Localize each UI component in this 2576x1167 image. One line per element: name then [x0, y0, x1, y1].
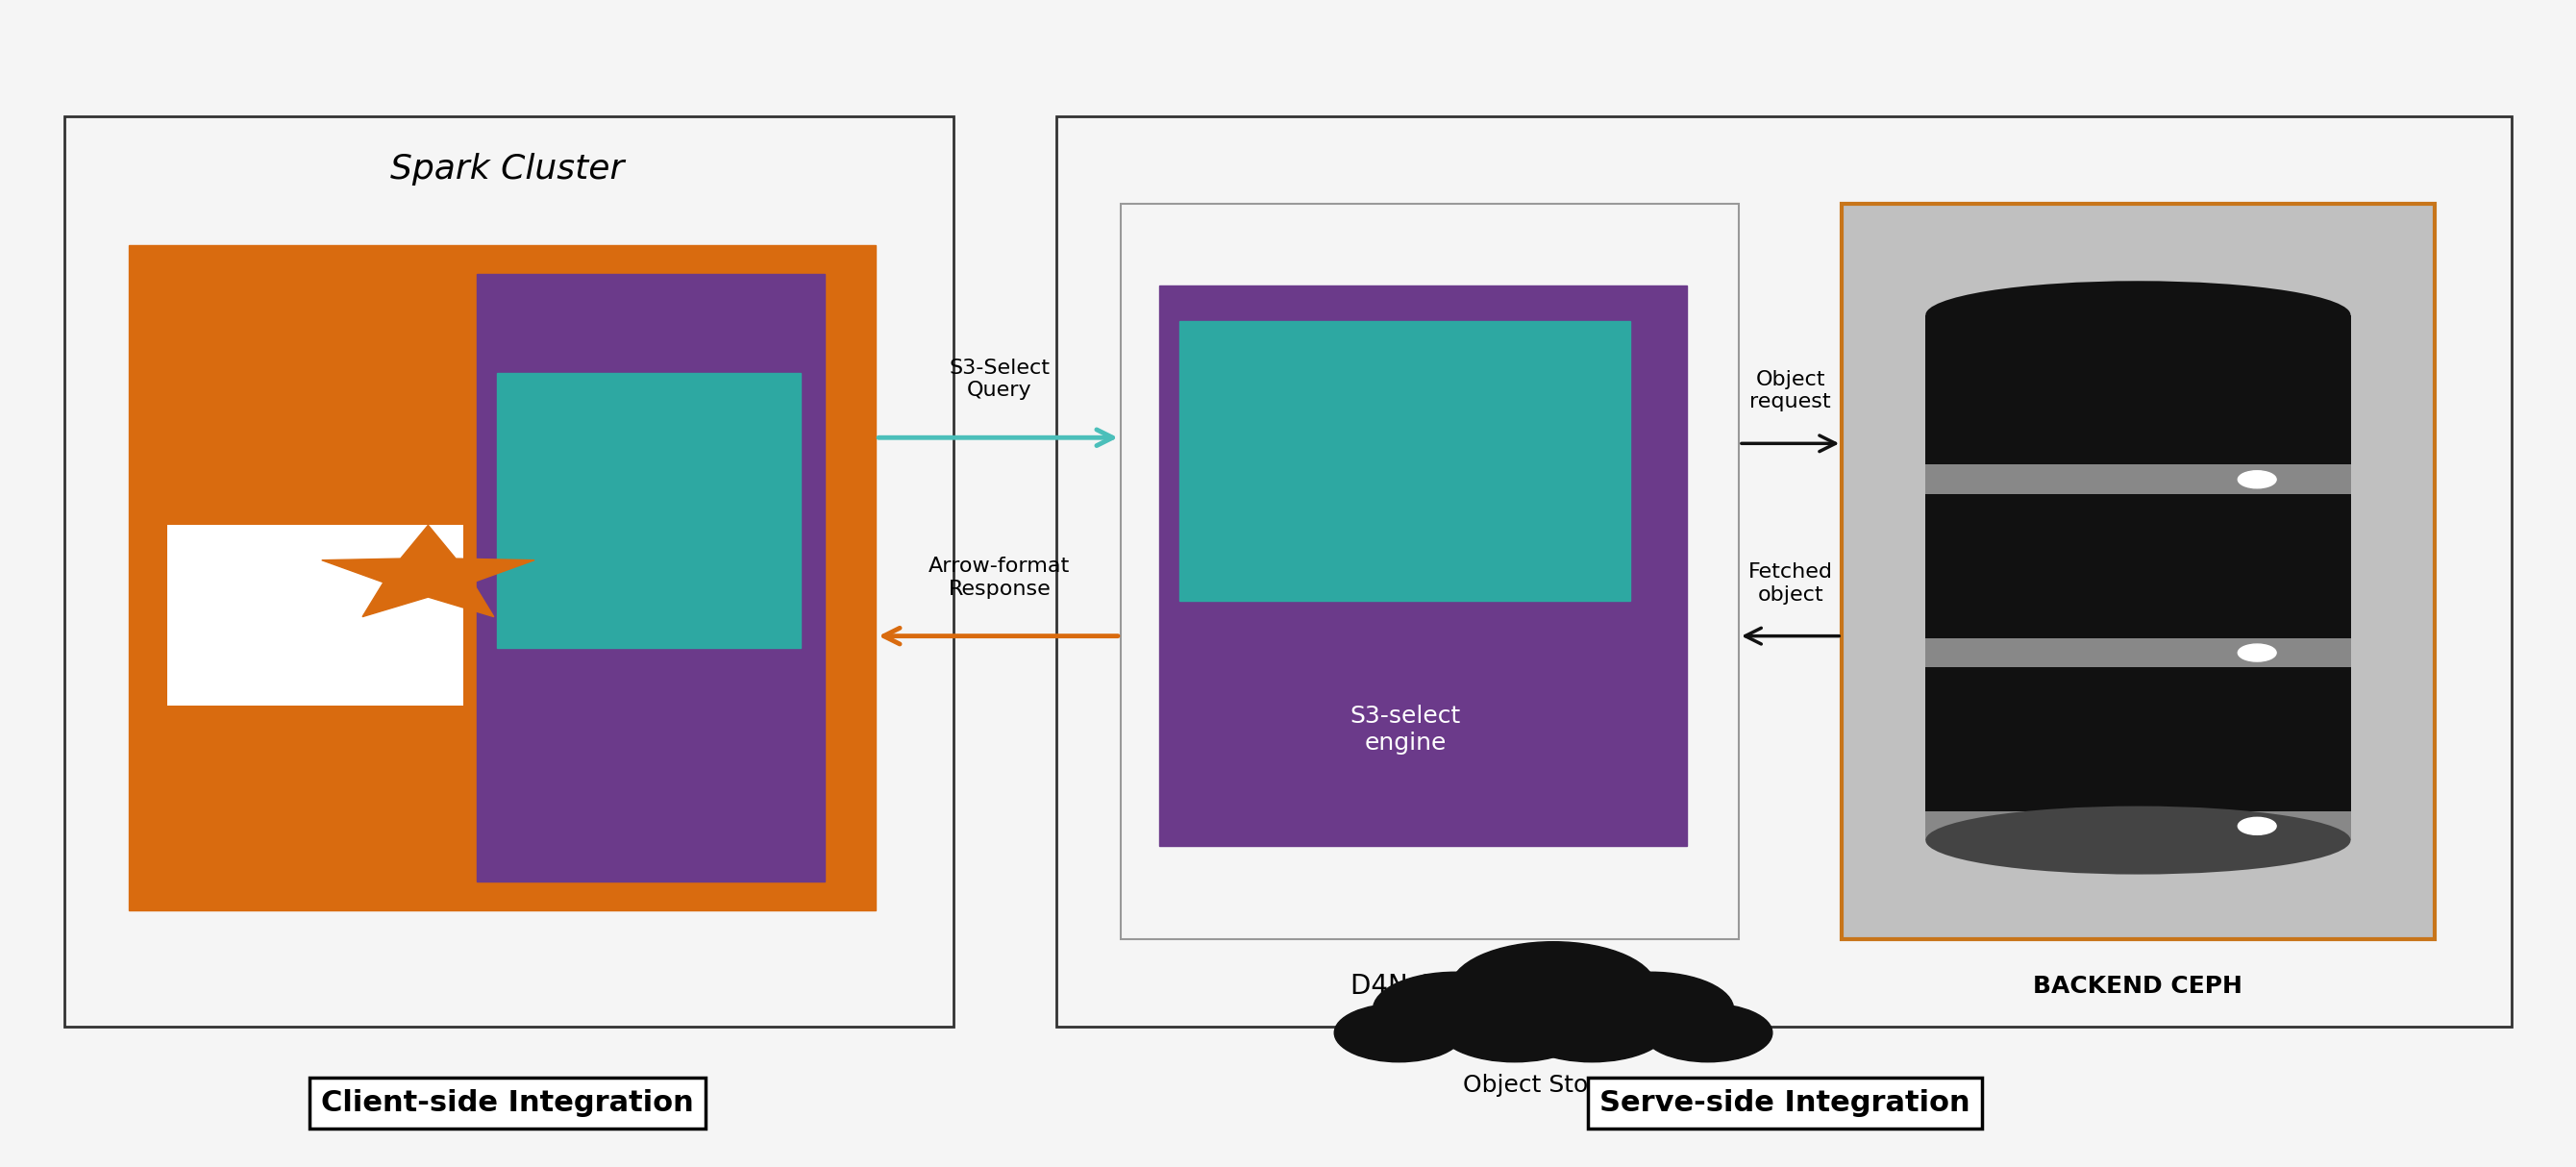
- Bar: [1924, 811, 2349, 840]
- Text: S3-select
engine: S3-select engine: [1350, 705, 1461, 754]
- Text: TM: TM: [412, 629, 425, 637]
- Circle shape: [1569, 972, 1734, 1047]
- Text: APACHE: APACHE: [268, 569, 317, 582]
- Text: D4N CACHE: D4N CACHE: [1350, 972, 1510, 1000]
- Circle shape: [2239, 644, 2277, 662]
- Polygon shape: [322, 525, 533, 617]
- Text: Spark Cluster: Spark Cluster: [392, 153, 623, 186]
- Text: S3-Select
Query: S3-Select Query: [948, 358, 1051, 400]
- Circle shape: [1450, 942, 1656, 1035]
- Bar: [1924, 638, 2349, 666]
- Bar: [1121, 204, 1739, 939]
- Bar: [477, 274, 824, 881]
- Bar: [129, 245, 876, 910]
- Circle shape: [1373, 972, 1538, 1047]
- Circle shape: [1334, 1004, 1463, 1062]
- Ellipse shape: [1927, 281, 2349, 349]
- Text: Spark: Spark: [240, 622, 345, 654]
- Text: Arrow-format
Response: Arrow-format Response: [930, 557, 1069, 599]
- Ellipse shape: [1927, 806, 2349, 874]
- Bar: [1056, 117, 2512, 1027]
- Text: Client-side Integration: Client-side Integration: [322, 1089, 693, 1117]
- Bar: [64, 117, 953, 1027]
- Bar: [1924, 464, 2349, 494]
- Text: BACKEND CEPH: BACKEND CEPH: [2032, 974, 2244, 998]
- Bar: [167, 525, 464, 706]
- Bar: [1842, 204, 2434, 939]
- Circle shape: [1515, 992, 1669, 1062]
- Text: Object
request: Object request: [1749, 370, 1832, 412]
- Circle shape: [1643, 1004, 1772, 1062]
- Text: S3-client: S3-client: [598, 776, 701, 799]
- Text: Arrow
parser: Arrow parser: [611, 483, 688, 532]
- Text: Object Storage: Object Storage: [1463, 1074, 1643, 1097]
- Text: Serve-side Integration: Serve-side Integration: [1600, 1089, 1971, 1117]
- Text: Fetched
object: Fetched object: [1749, 562, 1832, 605]
- Text: Arrow
converter: Arrow converter: [1347, 425, 1463, 474]
- Circle shape: [1437, 992, 1592, 1062]
- Bar: [1924, 315, 2349, 840]
- Circle shape: [2239, 470, 2277, 488]
- Bar: [497, 373, 801, 648]
- Bar: [1159, 286, 1687, 846]
- Circle shape: [2239, 817, 2277, 834]
- Bar: [1180, 321, 1631, 601]
